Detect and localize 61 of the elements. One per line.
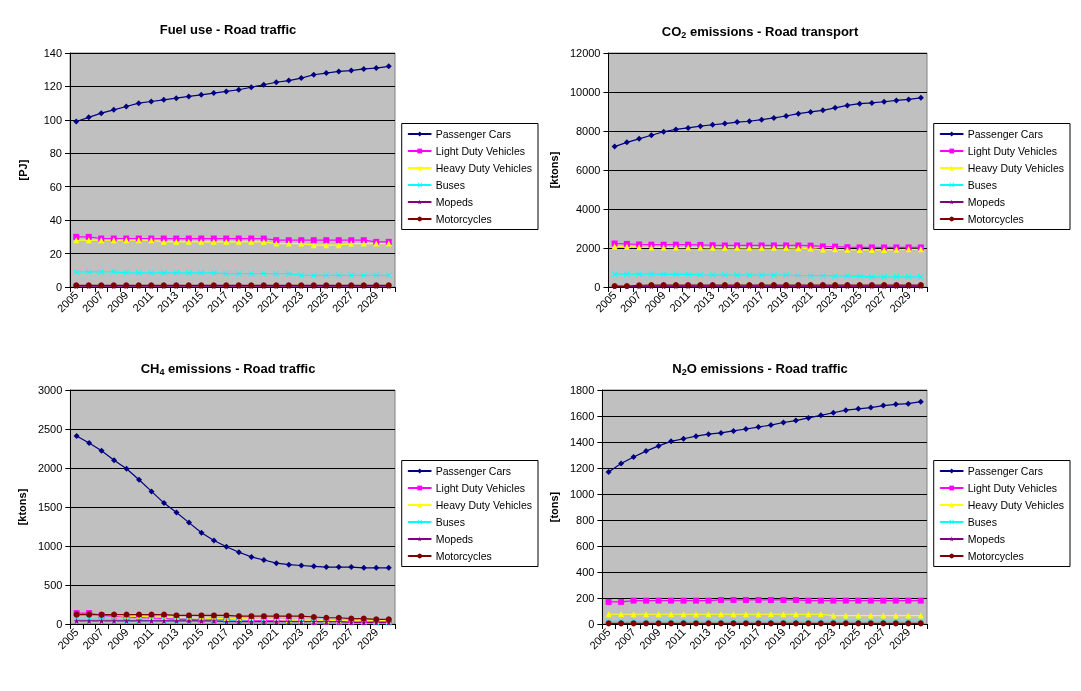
- y-tick-label: 12000: [569, 47, 601, 59]
- y-tick-label: 0: [594, 281, 601, 293]
- y-tick-label: 40: [49, 214, 62, 227]
- y-tick-label: 800: [576, 514, 595, 526]
- legend-label: Buses: [967, 179, 997, 191]
- y-tick-label: 10000: [569, 86, 601, 98]
- legend-label: Mopeds: [435, 196, 474, 208]
- y-tick-label: 2000: [576, 242, 601, 254]
- y-tick-label: 120: [43, 80, 62, 93]
- legend-label: Passenger Cars: [435, 128, 511, 140]
- y-tick-label: 2500: [37, 423, 63, 435]
- legend-label: Heavy Duty Vehicles: [435, 499, 532, 511]
- legend-label: Light Duty Vehicles: [967, 145, 1058, 157]
- y-tick-label: 4000: [576, 203, 601, 215]
- chart-title: Fuel use - Road traffic: [159, 22, 297, 37]
- y-tick-label: 1000: [569, 488, 595, 500]
- y-axis-title: [tons]: [547, 491, 560, 523]
- legend-label: Light Duty Vehicles: [435, 482, 526, 494]
- y-tick-label: 0: [55, 281, 62, 293]
- y-tick-label: 0: [588, 618, 595, 630]
- y-axis-title: [ktons]: [15, 488, 28, 526]
- legend-label: Buses: [967, 516, 997, 528]
- y-tick-label: 100: [43, 113, 62, 126]
- y-tick-label: 20: [49, 247, 62, 260]
- y-tick-label: 8000: [576, 125, 601, 137]
- y-tick-label: 3000: [37, 384, 63, 396]
- legend-label: Passenger Cars: [967, 465, 1043, 477]
- legend-label: Mopeds: [967, 533, 1006, 545]
- y-tick-label: 1400: [569, 436, 595, 448]
- legend-label: Motorcycles: [435, 550, 492, 562]
- legend-label: Passenger Cars: [967, 128, 1043, 140]
- y-tick-label: 80: [49, 147, 62, 160]
- legend-label: Light Duty Vehicles: [967, 482, 1058, 494]
- y-tick-label: 1600: [569, 410, 595, 422]
- y-tick-label: 0: [56, 618, 63, 630]
- y-tick-label: 200: [576, 592, 595, 604]
- y-axis-title: [PJ]: [16, 159, 29, 181]
- y-tick-label: 600: [576, 540, 595, 552]
- legend-label: Passenger Cars: [435, 465, 511, 477]
- legend-label: Heavy Duty Vehicles: [967, 162, 1064, 174]
- y-tick-label: 6000: [576, 164, 601, 176]
- legend-label: Buses: [435, 516, 465, 528]
- y-tick-label: 1800: [569, 384, 595, 396]
- legend-label: Buses: [435, 179, 465, 191]
- legend-label: Mopeds: [967, 196, 1006, 208]
- y-tick-label: 60: [49, 180, 62, 193]
- legend-label: Mopeds: [435, 533, 474, 545]
- y-tick-label: 1500: [37, 501, 63, 513]
- y-tick-label: 2000: [37, 462, 63, 474]
- y-tick-label: 500: [44, 579, 63, 591]
- legend-label: Motorcycles: [967, 213, 1024, 225]
- legend-label: Light Duty Vehicles: [435, 145, 526, 157]
- legend-label: Motorcycles: [967, 550, 1024, 562]
- y-tick-label: 1000: [37, 540, 63, 552]
- legend-label: Heavy Duty Vehicles: [967, 499, 1064, 511]
- legend-label: Heavy Duty Vehicles: [435, 162, 532, 174]
- legend-label: Motorcycles: [435, 213, 492, 225]
- y-tick-label: 140: [43, 47, 62, 59]
- y-tick-label: 1200: [569, 462, 595, 474]
- y-axis-title: [ktons]: [547, 151, 560, 189]
- y-tick-label: 400: [576, 566, 595, 578]
